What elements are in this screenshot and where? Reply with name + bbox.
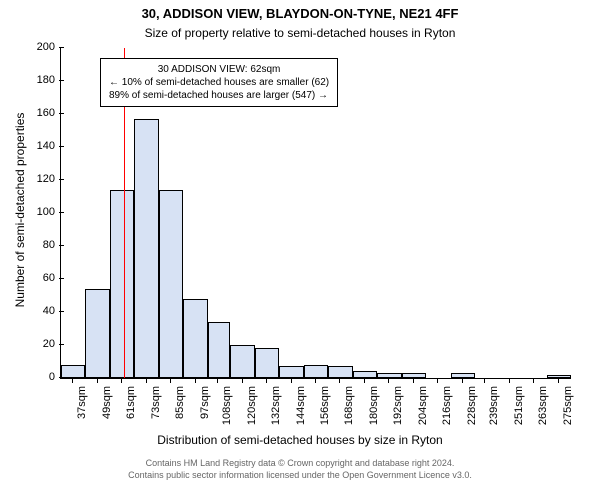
x-tick-label: 216sqm [441, 386, 453, 426]
histogram-bar [402, 373, 426, 378]
histogram-chart: 30, ADDISON VIEW, BLAYDON-ON-TYNE, NE21 … [0, 0, 600, 500]
x-tick-label: 239sqm [488, 386, 500, 426]
x-tick-label: 144sqm [295, 386, 307, 426]
x-tick-mark [388, 378, 389, 383]
y-tick: 120 [25, 173, 64, 185]
x-tick-label: 73sqm [150, 386, 162, 426]
x-tick-label: 180sqm [368, 386, 380, 426]
y-tick: 200 [25, 41, 64, 53]
y-tick: 140 [25, 140, 64, 152]
x-tick-mark [266, 378, 267, 383]
x-tick-label: 251sqm [513, 386, 525, 426]
histogram-bar [183, 299, 207, 378]
x-tick-mark [217, 378, 218, 383]
x-tick-label: 204sqm [417, 386, 429, 426]
x-tick-label: 37sqm [76, 386, 88, 426]
x-tick-label: 168sqm [343, 386, 355, 426]
histogram-bar [304, 365, 328, 378]
y-tick: 60 [25, 272, 64, 284]
histogram-bar [230, 345, 254, 378]
x-tick-mark [315, 378, 316, 383]
x-tick-mark [533, 378, 534, 383]
x-tick-label: 61sqm [125, 386, 137, 426]
x-tick-mark [72, 378, 73, 383]
x-tick-mark [364, 378, 365, 383]
x-tick-mark [437, 378, 438, 383]
y-tick: 0 [25, 371, 64, 383]
x-tick-label: 192sqm [392, 386, 404, 426]
x-tick-mark [97, 378, 98, 383]
x-tick-label: 85sqm [174, 386, 186, 426]
footer-line-1: Contains HM Land Registry data © Crown c… [0, 458, 600, 470]
x-tick-mark [509, 378, 510, 383]
y-tick: 160 [25, 107, 64, 119]
histogram-bar [159, 190, 183, 378]
x-tick-mark [121, 378, 122, 383]
annotation-line: 30 ADDISON VIEW: 62sqm [109, 63, 329, 76]
y-tick: 180 [25, 74, 64, 86]
histogram-bar [328, 366, 352, 378]
x-tick-mark [462, 378, 463, 383]
histogram-bar [255, 348, 279, 378]
x-tick-mark [195, 378, 196, 383]
histogram-bar [61, 365, 85, 378]
annotation-line: 89% of semi-detached houses are larger (… [109, 89, 329, 102]
x-tick-mark [413, 378, 414, 383]
x-tick-mark [242, 378, 243, 383]
x-tick-label: 97sqm [199, 386, 211, 426]
histogram-bar [134, 119, 158, 378]
x-tick-mark [339, 378, 340, 383]
y-tick: 100 [25, 206, 64, 218]
x-tick-label: 132sqm [270, 386, 282, 426]
x-tick-mark [291, 378, 292, 383]
y-tick: 80 [25, 239, 64, 251]
x-tick-label: 108sqm [221, 386, 233, 426]
x-tick-label: 49sqm [101, 386, 113, 426]
x-tick-label: 263sqm [537, 386, 549, 426]
histogram-bar [208, 322, 230, 378]
histogram-bar [353, 371, 377, 378]
histogram-bar [85, 289, 109, 378]
footer-line-2: Contains public sector information licen… [0, 470, 600, 482]
histogram-bar [547, 375, 571, 378]
x-tick-mark [558, 378, 559, 383]
x-tick-mark [146, 378, 147, 383]
x-tick-label: 228sqm [466, 386, 478, 426]
x-tick-label: 275sqm [562, 386, 574, 426]
annotation-line: ← 10% of semi-detached houses are smalle… [109, 76, 329, 89]
x-tick-label: 156sqm [319, 386, 331, 426]
histogram-bar [110, 190, 134, 378]
x-axis-label: Distribution of semi-detached houses by … [0, 433, 600, 447]
x-tick-label: 120sqm [246, 386, 258, 426]
x-tick-mark [170, 378, 171, 383]
y-tick: 40 [25, 305, 64, 317]
chart-footer: Contains HM Land Registry data © Crown c… [0, 458, 600, 481]
x-tick-mark [484, 378, 485, 383]
histogram-bar [279, 366, 303, 378]
annotation-box: 30 ADDISON VIEW: 62sqm← 10% of semi-deta… [100, 58, 338, 107]
chart-subtitle: Size of property relative to semi-detach… [0, 26, 600, 40]
y-tick: 20 [25, 338, 64, 350]
chart-title: 30, ADDISON VIEW, BLAYDON-ON-TYNE, NE21 … [0, 6, 600, 21]
